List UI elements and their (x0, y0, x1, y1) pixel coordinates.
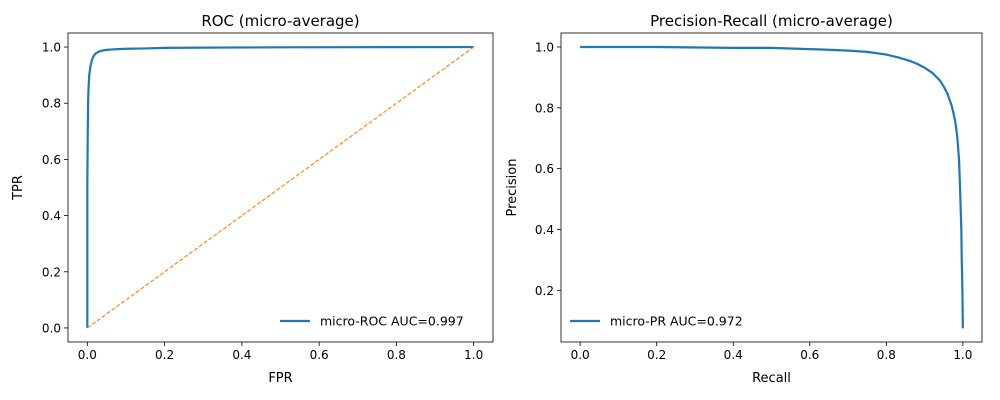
x-tick-label: 0.2 (155, 348, 174, 362)
legend: micro-PR AUC=0.972 (570, 314, 743, 329)
series-line-1 (580, 45, 964, 329)
x-tick-label: 0.8 (877, 348, 896, 362)
legend-label: micro-PR AUC=0.972 (610, 314, 743, 329)
x-tick-label: 0.2 (647, 348, 666, 362)
chart-title: Precision-Recall (micro-average) (650, 12, 893, 30)
chart-panel-1: 0.0 0.2 0.4 0.6 0.8 1.0 0.0 0.2 0.4 0.6 0.8 1.0 ROC … (11, 12, 494, 386)
x-tick-label: 0.0 (78, 348, 97, 362)
y-tick-label: 0.2 (535, 284, 554, 298)
x-axis-label: FPR (268, 371, 292, 386)
legend: micro-ROC AUC=0.997 (280, 314, 464, 329)
x-tick-label: 0.4 (724, 348, 743, 362)
x-tick-label: 1.0 (464, 348, 483, 362)
x-tick-label: 1.0 (953, 348, 972, 362)
y-tick-label: 1.0 (535, 40, 554, 54)
y-axis-label: TPR (11, 175, 26, 201)
chart-panel-2: 0.0 0.2 0.4 0.6 0.8 1.0 0.2 0.4 0.6 0.8 1.0 Precisi… (505, 12, 983, 386)
series-line-1 (86, 45, 474, 328)
x-axis-label: Recall (752, 371, 791, 386)
chart-title: ROC (micro-average) (201, 12, 359, 30)
plot-area-frame (67, 32, 494, 343)
y-tick-label: 0.0 (42, 321, 61, 335)
x-tick-label: 0.6 (310, 348, 329, 362)
y-tick-label: 0.4 (42, 209, 61, 223)
series-line-chance-diagonal (86, 46, 475, 329)
y-tick-label: 0.8 (535, 101, 554, 115)
x-tick-label: 0.6 (800, 348, 819, 362)
y-tick-label: 0.4 (535, 223, 554, 237)
y-tick-label: 0.6 (535, 162, 554, 176)
x-tick-label: 0.8 (387, 348, 406, 362)
x-tick-label: 0.4 (232, 348, 251, 362)
y-tick-label: 0.8 (42, 97, 61, 111)
y-tick-label: 0.2 (42, 265, 61, 279)
y-tick-label: 1.0 (42, 41, 61, 55)
legend-label: micro-ROC AUC=0.997 (320, 314, 464, 329)
x-tick-label: 0.0 (571, 348, 590, 362)
y-axis-label: Precision (505, 158, 520, 216)
plot-area-frame (560, 32, 983, 343)
y-tick-label: 0.6 (42, 153, 61, 167)
